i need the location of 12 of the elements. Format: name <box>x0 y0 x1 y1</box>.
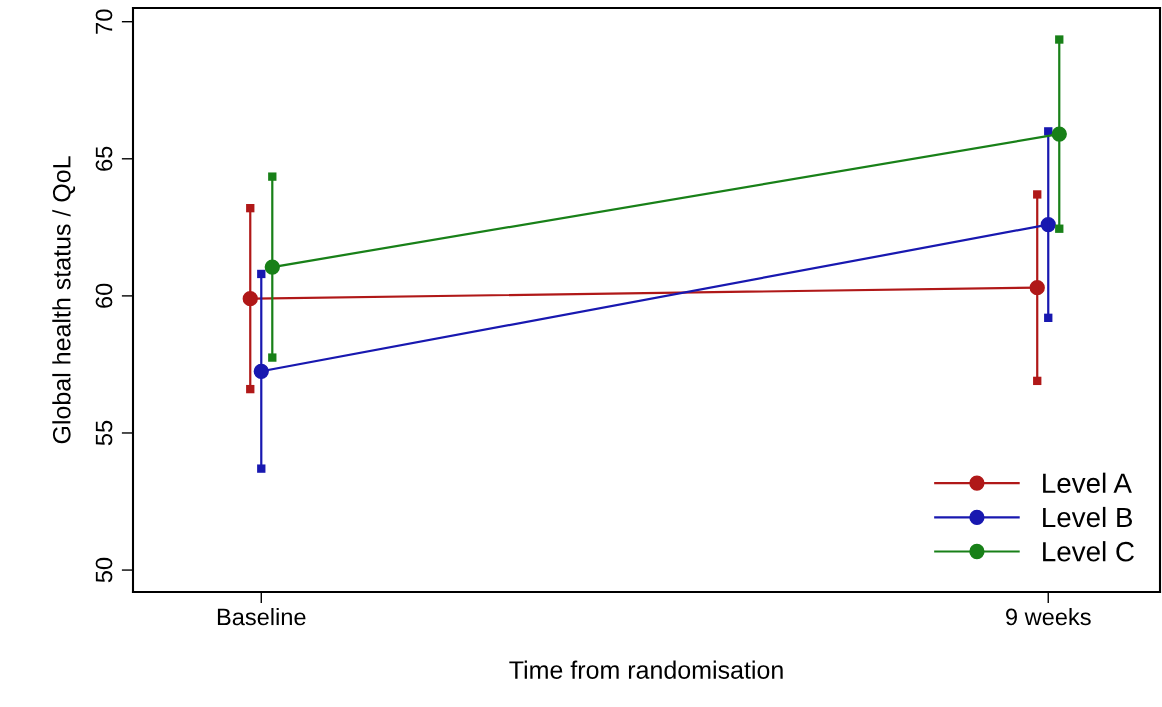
y-axis-title: Global health status / QoL <box>52 156 76 444</box>
y-tick-label: 70 <box>95 9 113 34</box>
y-tick-label: 50 <box>95 557 113 583</box>
x-axis-title: Time from randomisation <box>509 660 783 679</box>
y-tick-label: 55 <box>95 420 113 446</box>
y-tick-label: 60 <box>95 283 113 308</box>
legend-label: Level C <box>1043 541 1134 562</box>
x-tick-label: 9 weeks <box>1006 607 1091 626</box>
legend-label: Level A <box>1043 472 1132 494</box>
y-tick-label: 65 <box>95 146 113 171</box>
legend-label: Level B <box>1043 506 1133 528</box>
x-tick-label: Baseline <box>217 607 306 626</box>
